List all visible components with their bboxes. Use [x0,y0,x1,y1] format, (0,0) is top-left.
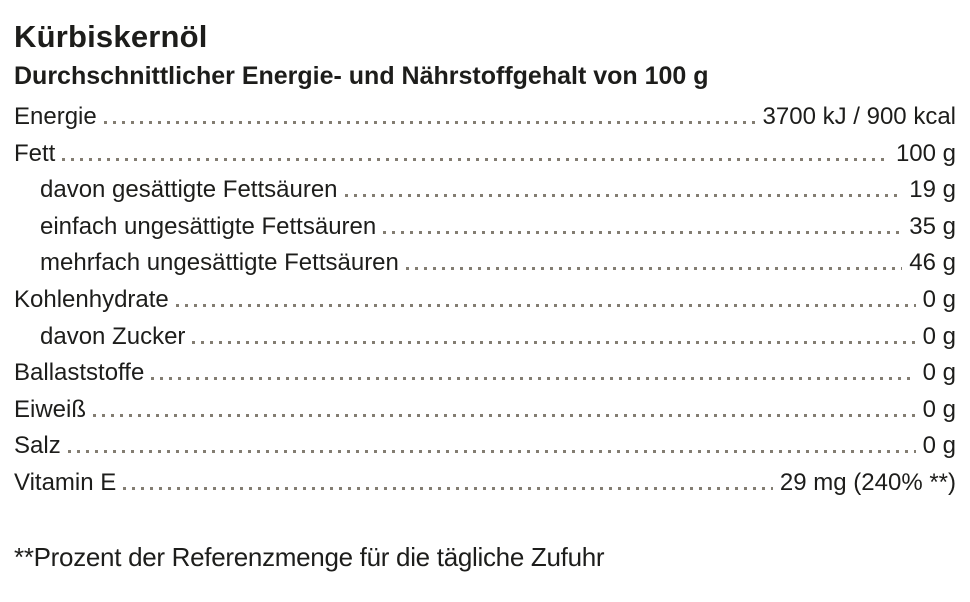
nutrition-row: einfach ungesättigte Fettsäuren 35 g [14,209,956,246]
nutrient-label: Vitamin E [14,468,117,496]
nutrient-value: 0 g [922,432,956,460]
nutrient-value: 46 g [909,249,956,277]
dot-leader [175,303,916,307]
nutrition-table: Energie 3700 kJ / 900 kcal Fett 100 g da… [14,99,956,502]
nutrient-label: einfach ungesättigte Fettsäuren [40,212,377,240]
nutrient-value: 3700 kJ / 900 kcal [762,103,956,130]
nutrient-value: 29 mg (240% **) [779,468,956,496]
dot-leader [103,121,756,124]
nutrient-label: davon gesättigte Fettsäuren [40,176,338,204]
dot-leader [344,194,903,198]
nutrition-row: Ballaststoffe 0 g [14,355,956,392]
nutrient-label: Salz [14,432,61,460]
nutrient-value: 35 g [909,212,956,240]
nutrient-label: mehrfach ungesättigte Fettsäuren [40,249,399,277]
nutrient-label: Energie [14,103,97,130]
nutrition-row: davon Zucker 0 g [14,319,956,356]
nutrient-label: Fett [14,139,56,167]
dot-leader [383,230,903,234]
nutrient-label: Eiweiß [14,395,87,423]
nutrient-label: Ballaststoffe [14,359,145,387]
dot-leader [67,450,916,454]
dot-leader [151,377,916,381]
nutrient-value: 100 g [895,139,956,167]
nutrient-label: Kohlenhydrate [14,285,169,313]
nutrition-row: Fett 100 g [14,136,956,173]
nutrition-row: Energie 3700 kJ / 900 kcal [14,99,956,136]
nutrition-table-heading: Durchschnittlicher Energie- und Nährstof… [14,61,709,90]
nutrition-row: davon gesättigte Fettsäuren 19 g [14,172,956,209]
dot-leader [405,267,903,271]
nutrition-row: mehrfach ungesättigte Fettsäuren 46 g [14,245,956,282]
nutrition-row: Salz 0 g [14,428,956,465]
reference-footnote: **Prozent der Referenzmenge für die tägl… [14,541,605,572]
nutrient-label: davon Zucker [40,322,186,350]
dot-leader [93,413,916,417]
nutrient-value: 0 g [922,395,956,423]
dot-leader [123,486,773,490]
nutrition-row: Eiweiß 0 g [14,392,956,429]
nutrition-row: Vitamin E 29 mg (240% **) [14,465,956,502]
dot-leader [62,157,889,161]
nutrition-label: Kürbiskernöl Durchschnittlicher Energie-… [14,19,956,572]
nutrient-value: 0 g [922,322,956,350]
nutrient-value: 0 g [922,359,956,387]
nutrient-value: 0 g [922,285,956,313]
product-title: Kürbiskernöl [14,19,208,54]
dot-leader [192,340,916,344]
nutrition-row: Kohlenhydrate 0 g [14,282,956,319]
nutrient-value: 19 g [909,176,956,204]
